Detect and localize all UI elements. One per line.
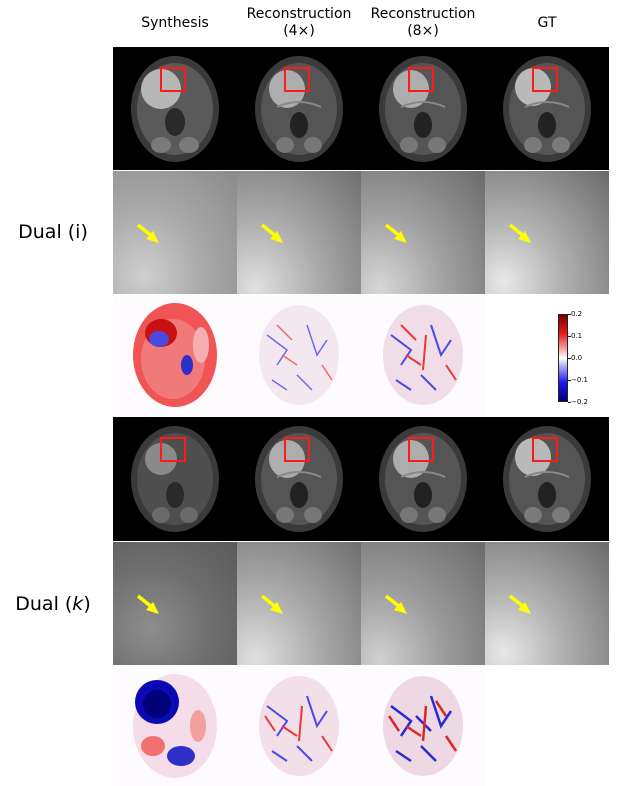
- colorbar-tick: 0.2: [567, 310, 583, 318]
- column-header-line1: Reconstruction: [370, 6, 476, 22]
- brain-image: [255, 56, 343, 162]
- brain-slice-recon-8x-dual-i: [361, 47, 485, 170]
- row-label-variable: k: [72, 593, 84, 615]
- yellow-arrow-icon: [260, 594, 283, 614]
- column-header-recon-4x: Reconstruction (4×): [237, 6, 361, 40]
- brain-slice-gt-dual-i: [485, 47, 609, 170]
- column-header-synthesis: Synthesis: [113, 15, 237, 32]
- brain-image: [503, 426, 591, 532]
- zoom-crop-synthesis-dual-i: [113, 171, 237, 294]
- column-header-gt: GT: [485, 15, 609, 32]
- brain-slice-recon-8x-dual-k: [361, 417, 485, 541]
- difference-map-synthesis-dual-k: [113, 666, 237, 786]
- error-map-image: [383, 676, 463, 776]
- row-label-dual-k: Dual (k): [0, 592, 106, 616]
- column-header-line2: (4×): [283, 23, 315, 39]
- difference-map-recon-4x-dual-k: [237, 666, 361, 786]
- colorbar-tick: −0.1: [568, 376, 588, 384]
- error-map-image: [133, 674, 217, 778]
- brain-image: [379, 426, 467, 532]
- colorbar-tick: 0.1: [567, 332, 583, 340]
- difference-map-recon-8x-dual-k: [361, 666, 485, 786]
- error-map-image: [259, 676, 339, 776]
- yellow-arrow-icon: [136, 594, 159, 614]
- difference-map-synthesis-dual-i: [113, 295, 237, 416]
- brain-slice-gt-dual-k: [485, 417, 609, 541]
- colorbar: [558, 314, 568, 402]
- zoom-crop-recon-4x-dual-i: [237, 171, 361, 294]
- yellow-arrow-icon: [136, 223, 159, 243]
- zoom-crop-recon-8x-dual-k: [361, 542, 485, 665]
- difference-map-recon-4x-dual-i: [237, 295, 361, 416]
- row-label-text: Dual (i): [18, 221, 88, 243]
- difference-map-recon-8x-dual-i: [361, 295, 485, 416]
- yellow-arrow-icon: [384, 594, 407, 614]
- error-map-image: [259, 305, 339, 405]
- brain-image: [131, 426, 219, 532]
- yellow-arrow-icon: [260, 223, 283, 243]
- column-header-recon-8x: Reconstruction (8×): [361, 6, 485, 40]
- yellow-arrow-icon: [384, 223, 407, 243]
- zoom-crop-synthesis-dual-k: [113, 542, 237, 665]
- brain-image: [255, 426, 343, 532]
- brain-slice-recon-4x-dual-k: [237, 417, 361, 541]
- row-label-text: Dual (: [15, 593, 73, 615]
- yellow-arrow-icon: [508, 223, 531, 243]
- brain-slice-synthesis-dual-i: [113, 47, 237, 170]
- column-header-line1: Synthesis: [141, 15, 209, 31]
- brain-image: [131, 56, 219, 162]
- column-header-line1: GT: [537, 15, 557, 31]
- brain-image: [379, 56, 467, 162]
- zoom-crop-gt-dual-i: [485, 171, 609, 294]
- error-map-image: [133, 303, 217, 407]
- zoom-crop-recon-8x-dual-i: [361, 171, 485, 294]
- brain-image: [503, 56, 591, 162]
- column-header-line2: (8×): [407, 23, 439, 39]
- yellow-arrow-icon: [508, 594, 531, 614]
- brain-slice-recon-4x-dual-i: [237, 47, 361, 170]
- row-label-dual-i: Dual (i): [0, 220, 106, 244]
- zoom-crop-recon-4x-dual-k: [237, 542, 361, 665]
- row-label-close: ): [83, 593, 91, 615]
- error-map-image: [383, 305, 463, 405]
- zoom-crop-gt-dual-k: [485, 542, 609, 665]
- colorbar-tick: −0.2: [568, 398, 588, 406]
- colorbar-tick: 0.0: [567, 354, 583, 362]
- column-header-line1: Reconstruction: [246, 6, 352, 22]
- brain-slice-synthesis-dual-k: [113, 417, 237, 541]
